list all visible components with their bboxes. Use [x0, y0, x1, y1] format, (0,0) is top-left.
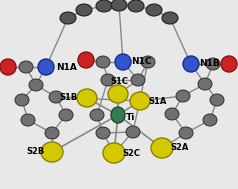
Ellipse shape	[90, 109, 104, 121]
Ellipse shape	[151, 138, 173, 158]
Ellipse shape	[76, 4, 92, 16]
Ellipse shape	[59, 109, 73, 121]
Ellipse shape	[130, 92, 150, 110]
Ellipse shape	[126, 126, 140, 138]
Ellipse shape	[96, 56, 110, 68]
Ellipse shape	[206, 58, 220, 70]
Ellipse shape	[38, 59, 54, 75]
Ellipse shape	[45, 127, 59, 139]
Text: N1A: N1A	[56, 63, 77, 71]
Ellipse shape	[60, 12, 76, 24]
Ellipse shape	[115, 54, 131, 70]
Text: S2A: S2A	[170, 143, 188, 153]
Ellipse shape	[131, 74, 145, 86]
Ellipse shape	[146, 4, 162, 16]
Ellipse shape	[179, 127, 193, 139]
Text: N1C: N1C	[131, 57, 152, 67]
Ellipse shape	[77, 89, 97, 107]
Ellipse shape	[96, 0, 112, 12]
Ellipse shape	[128, 0, 144, 12]
Text: S2C: S2C	[122, 149, 140, 157]
Ellipse shape	[21, 114, 35, 126]
Ellipse shape	[108, 85, 128, 103]
Ellipse shape	[101, 74, 115, 86]
Ellipse shape	[141, 56, 155, 68]
Text: S1B: S1B	[59, 94, 77, 102]
Text: N1B: N1B	[199, 60, 220, 68]
Ellipse shape	[176, 90, 190, 102]
Ellipse shape	[111, 0, 127, 11]
Ellipse shape	[183, 56, 199, 72]
Ellipse shape	[198, 78, 212, 90]
Ellipse shape	[78, 52, 94, 68]
Ellipse shape	[96, 127, 110, 139]
Ellipse shape	[41, 142, 63, 162]
Ellipse shape	[0, 59, 16, 75]
Ellipse shape	[210, 94, 224, 106]
Ellipse shape	[165, 108, 179, 120]
Ellipse shape	[162, 12, 178, 24]
Text: S2B: S2B	[26, 147, 44, 156]
Text: Ti: Ti	[126, 114, 135, 122]
Ellipse shape	[19, 61, 33, 73]
Ellipse shape	[15, 94, 29, 106]
Ellipse shape	[221, 56, 237, 72]
Ellipse shape	[203, 114, 217, 126]
Ellipse shape	[111, 107, 125, 123]
Text: S1C: S1C	[110, 77, 128, 87]
Text: S1A: S1A	[148, 97, 166, 105]
Ellipse shape	[29, 79, 43, 91]
Ellipse shape	[103, 143, 125, 163]
Ellipse shape	[49, 91, 63, 103]
